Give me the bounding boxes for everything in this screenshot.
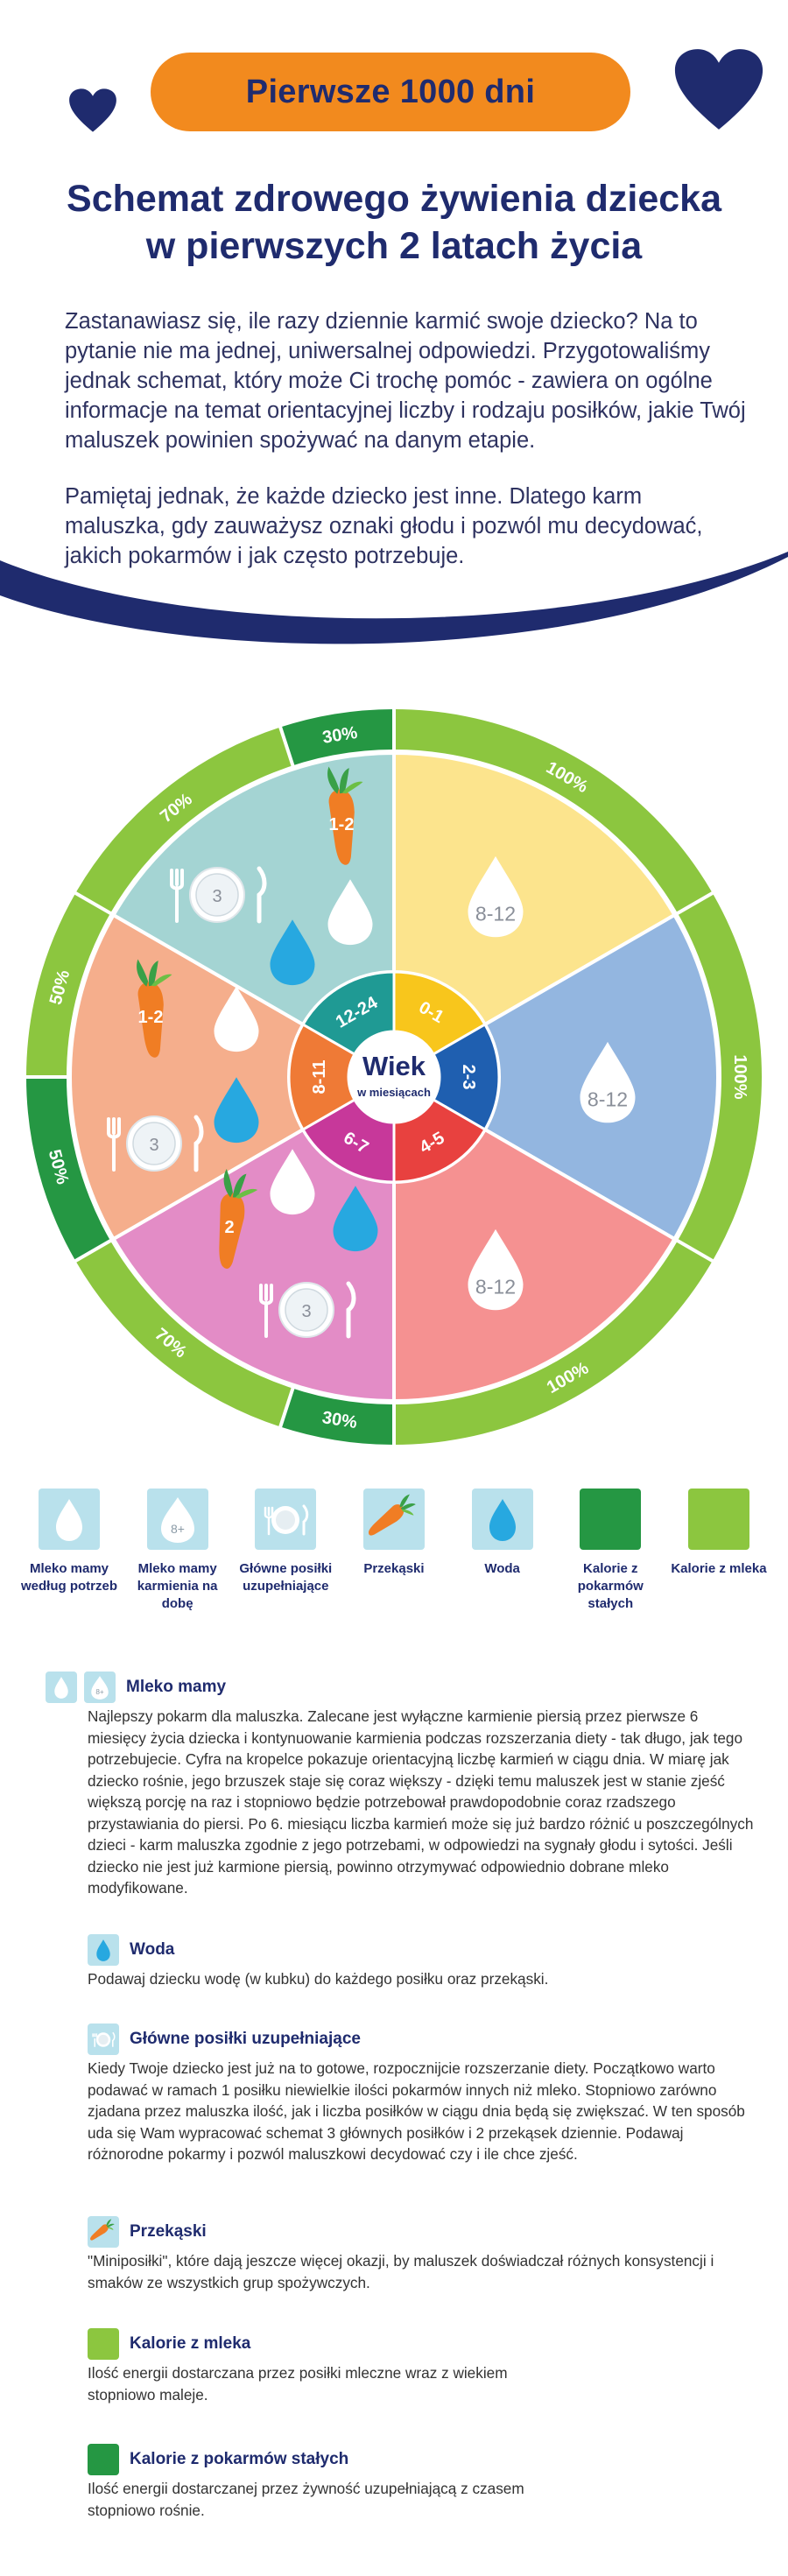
legend-label: Woda [484,1561,520,1576]
calorie-percent-label: 100% [730,1054,749,1099]
carrot-label: 1-2 [138,1008,164,1027]
section-title: Przekąski [130,2222,207,2241]
ring-divider [673,890,715,917]
plate-icon [88,2023,119,2055]
section-solid-calories: Kalorie z pokarmów stałych Ilość energii… [46,2443,755,2521]
page-title: Schemat zdrowego żywienia dziecka w pier… [35,175,753,270]
legend-item-meals: Główne posiłki uzupełniające [237,1489,334,1613]
legend-item-solid-calories: Kalorie z pokarmów stałych [562,1489,658,1613]
carrot-icon: 2 [175,1161,285,1270]
section-milk-calories: Kalorie z mleka Ilość energii dostarczan… [46,2327,755,2405]
section-text: "Miniposiłki", które dają jeszcze więcej… [88,2252,714,2291]
legend-item-snacks: Przekąski [346,1489,442,1613]
legend-label: Mleko mamy według potrzeb [21,1561,117,1594]
carrot-icon [362,1489,425,1550]
ring-divider [278,1384,296,1429]
section-milk: 8+ Mleko mamy Najlepszy pokarm dla malus… [46,1671,755,1899]
wheel-center [348,1031,440,1123]
carrot-icon: 1-2 [287,757,394,867]
hub-label: 2-3 [459,1065,478,1090]
legend-item-milk-calories: Kalorie z mleka [671,1489,767,1613]
section-title: Kalorie z mleka [130,2334,251,2353]
navy-wave-divider [0,552,788,644]
section-title: Główne posiłki uzupełniające [130,2030,361,2048]
section-text: Ilość energii dostarczana przez posiłki … [88,2364,508,2404]
milk-count-badge: 8+ [95,1688,104,1696]
ring-milk-6-7 [75,1240,294,1427]
legend-label: Kalorie z pokarmów stałych [577,1561,644,1611]
section-title: Kalorie z pokarmów stałych [130,2450,349,2468]
section-snacks: Przekąski "Miniposiłki", które dają jesz… [46,2215,755,2293]
milk-count-icon: 8+ [84,1672,116,1703]
section-text: Kiedy Twoje dziecko jest już na to gotow… [88,2059,745,2163]
ring-divider [278,725,296,770]
light-green-square-icon [687,1489,749,1550]
ring-milk-8-11 [26,893,112,1077]
legend-item-milk-count: 8+ Mleko mamy karmienia na dobę [130,1489,226,1613]
plate-icon [255,1489,317,1550]
water-drop-icon [88,1934,119,1966]
wheel-icons: 8-12 8-12 8-12 2 3 1-2 3 1-2 3 [96,757,636,1337]
dark-green-square-icon [88,2444,119,2475]
header-pill: Pierwsze 1000 dni [151,53,630,131]
legend-item-milk-needs: Mleko mamy według potrzeb [21,1489,117,1613]
plate-label: 3 [301,1302,311,1321]
section-meals: Główne posiłki uzupełniające Kiedy Twoje… [46,2023,755,2165]
light-green-square-icon [88,2328,119,2360]
section-water: Woda Podawaj dziecku wodę (w kubku) do k… [46,1933,755,1990]
section-title: Mleko mamy [126,1678,227,1696]
water-drop-icon [471,1489,533,1550]
ring-milk-12-24 [75,727,294,914]
carrot-label: 1-2 [329,815,355,834]
calories-ring [25,707,762,1446]
legend-label: Przekąski [363,1561,425,1576]
milk-drop-icon: 8-12 [580,1041,636,1123]
plate-icon: 3 [261,1283,354,1337]
section-text: Podawaj dziecku wodę (w kubku) do każdeg… [88,1970,549,1988]
milk-count-badge: 8+ [171,1522,185,1536]
section-text: Najlepszy pokarm dla maluszka. Zalecane … [88,1707,754,1897]
legend-item-water: Woda [454,1489,551,1613]
ring-solid-12-24 [280,709,394,768]
drop-label: 8-12 [587,1087,628,1110]
section-title: Woda [130,1940,175,1959]
intro-paragraph-1: Zastanawiasz się, ile razy dziennie karm… [65,309,746,453]
drop-label: 8-12 [475,902,516,925]
legend: Mleko mamy według potrzeb 8+ Mleko mamy … [21,1489,767,1613]
milk-drop-icon [46,1672,77,1703]
center-title: Wiek [362,1051,426,1081]
heart-icon-right [674,49,763,130]
hub-label: 8-11 [310,1060,329,1094]
legend-label: Główne posiłki uzupełniające [239,1561,333,1594]
legend-label: Mleko mamy karmienia na dobę [137,1561,218,1611]
plate-icon: 3 [109,1116,201,1171]
ring-divider [673,1237,715,1263]
milk-drop-icon [39,1489,100,1550]
ring-solid-6-7 [280,1386,394,1445]
carrot-label: 2 [224,1218,234,1237]
ring-milk-0-11 [394,709,762,1445]
carrot-icon [88,2216,119,2248]
plate-icon: 3 [172,868,264,922]
title-line-1: Schemat zdrowego żywienia dziecka [67,178,721,220]
ring-divider [73,890,115,917]
plate-label: 3 [149,1136,158,1155]
plate-label: 3 [212,887,222,906]
center-subtitle: w miesiącach [356,1086,431,1099]
title-line-2: w pierwszych 2 latach życia [145,225,643,267]
milk-drop-icon: 8-12 [468,855,524,938]
milk-drop-icon: 8-12 [468,1228,524,1311]
ring-divider [73,1237,115,1263]
milk-count-icon: 8+ [146,1489,208,1550]
drop-label: 8-12 [475,1275,516,1298]
ring-solid-8-11 [25,1077,112,1261]
intro-paragraph-2: Pamiętaj jednak, że każde dziecko jest i… [65,484,703,568]
carrot-icon: 1-2 [96,950,203,1059]
dark-green-square-icon [580,1489,642,1550]
section-text: Ilość energii dostarczanej przez żywność… [88,2480,524,2519]
legend-label: Kalorie z mleka [671,1561,767,1576]
heart-icon-left [69,88,116,132]
